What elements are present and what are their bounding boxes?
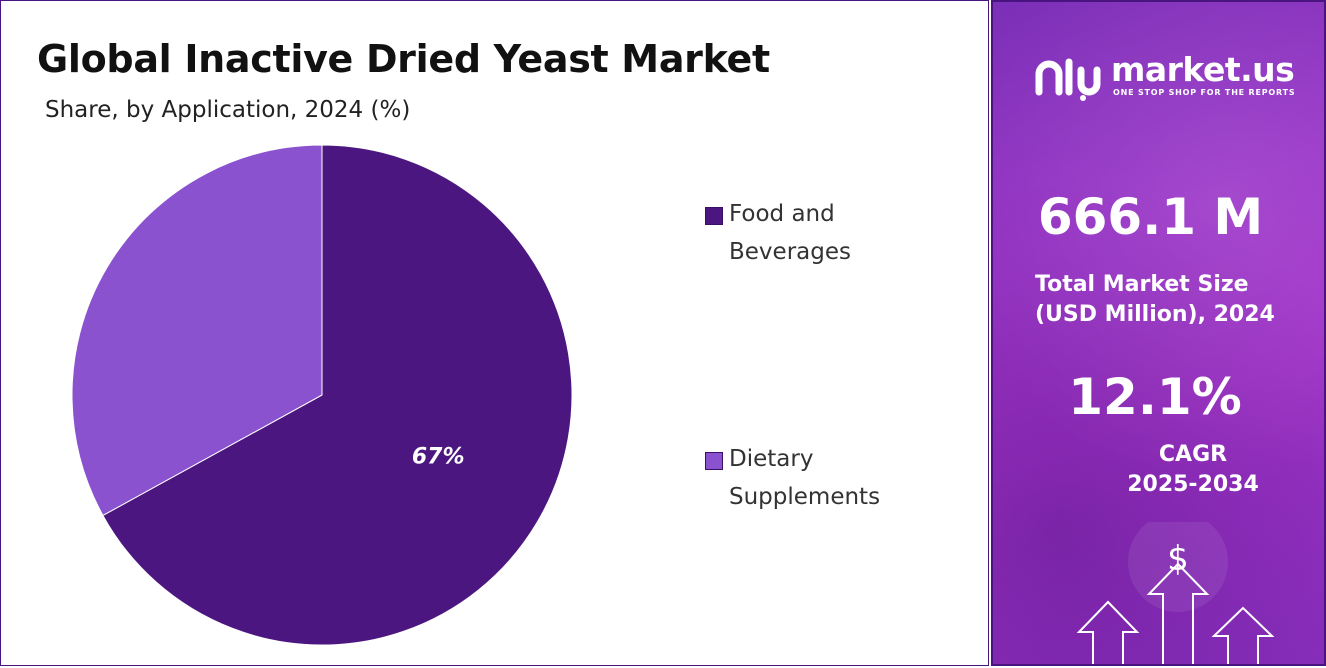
pie-chart: 67% xyxy=(71,144,573,646)
logo-text: market.us xyxy=(1111,50,1295,89)
logo-tagline: ONE STOP SHOP FOR THE REPORTS xyxy=(1113,88,1296,97)
pie-slice-dietary-supplements xyxy=(71,144,323,517)
market-size-value: 666.1 M xyxy=(1037,188,1264,246)
cagr-label: CAGR 2025-2034 xyxy=(1127,442,1259,497)
chart-title: Global Inactive Dried Yeast Market xyxy=(37,37,770,81)
legend-swatch xyxy=(705,452,723,470)
chart-subtitle: Share, by Application, 2024 (%) xyxy=(45,97,411,123)
market-us-logo: market.us ONE STOP SHOP FOR THE REPORTS xyxy=(1033,50,1313,102)
legend-label: Dietary Supplements xyxy=(729,446,881,510)
pie-slice-food-and-beverages xyxy=(102,144,573,646)
growth-arrows-icon: $ xyxy=(1076,522,1275,664)
summary-panel: market.us ONE STOP SHOP FOR THE REPORTS … xyxy=(991,0,1326,666)
background-overlay xyxy=(993,2,1324,664)
legend-swatch xyxy=(705,207,723,225)
market-size-label: Total Market Size (USD Million), 2024 xyxy=(1035,272,1275,327)
chart-panel: Global Inactive Dried Yeast Market Share… xyxy=(0,0,989,666)
data-label-food-and-beverages: 67% xyxy=(412,445,465,470)
legend-label: Food and Beverages xyxy=(729,201,851,265)
cagr-value: 12.1% xyxy=(1068,368,1242,426)
logo-mark-icon xyxy=(1035,58,1101,101)
